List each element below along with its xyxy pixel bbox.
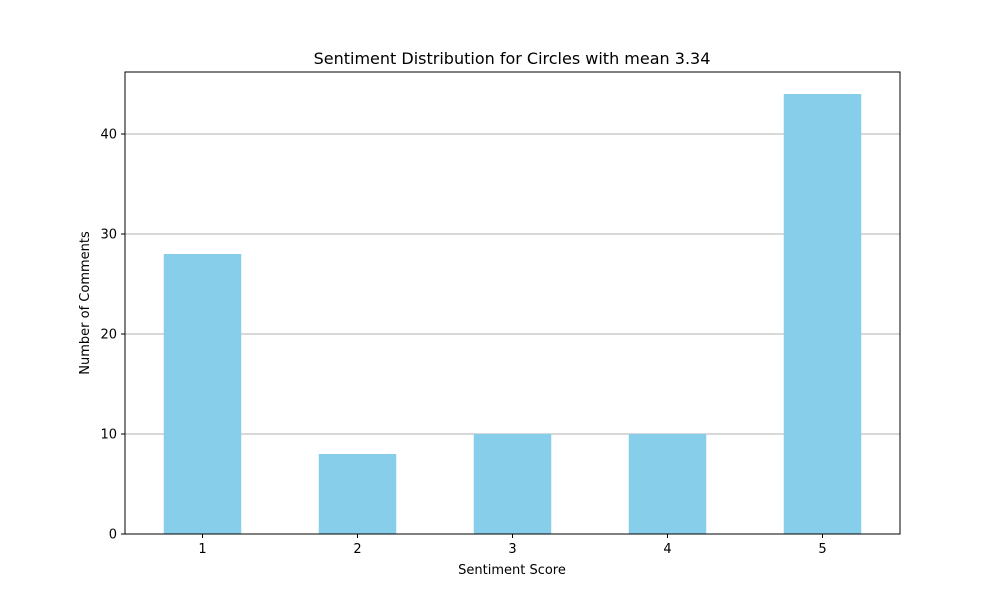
y-axis-label: Number of Comments (78, 231, 93, 375)
bar-4 (628, 434, 707, 534)
y-tick-label: 30 (100, 228, 117, 243)
x-tick-label: 2 (353, 542, 361, 557)
x-tick-label: 5 (818, 542, 826, 557)
x-tick-label: 1 (198, 542, 206, 557)
y-tick-label: 20 (100, 328, 117, 343)
bar-1 (163, 254, 242, 534)
x-axis-ticks: 1 2 3 4 5 (198, 534, 827, 557)
y-axis-ticks: 0 10 20 30 40 (100, 128, 125, 543)
bar-5 (783, 94, 862, 534)
y-tick-label: 0 (109, 528, 117, 543)
bar-3 (473, 434, 552, 534)
gridlines (125, 133, 900, 435)
chart-title: Sentiment Distribution for Circles with … (314, 49, 711, 68)
x-axis-label: Sentiment Score (458, 563, 566, 578)
bar-2 (318, 454, 397, 534)
y-tick-label: 40 (100, 128, 117, 143)
y-tick-label: 10 (100, 428, 117, 443)
x-tick-label: 3 (508, 542, 516, 557)
bars (163, 94, 862, 534)
x-tick-label: 4 (663, 542, 671, 557)
